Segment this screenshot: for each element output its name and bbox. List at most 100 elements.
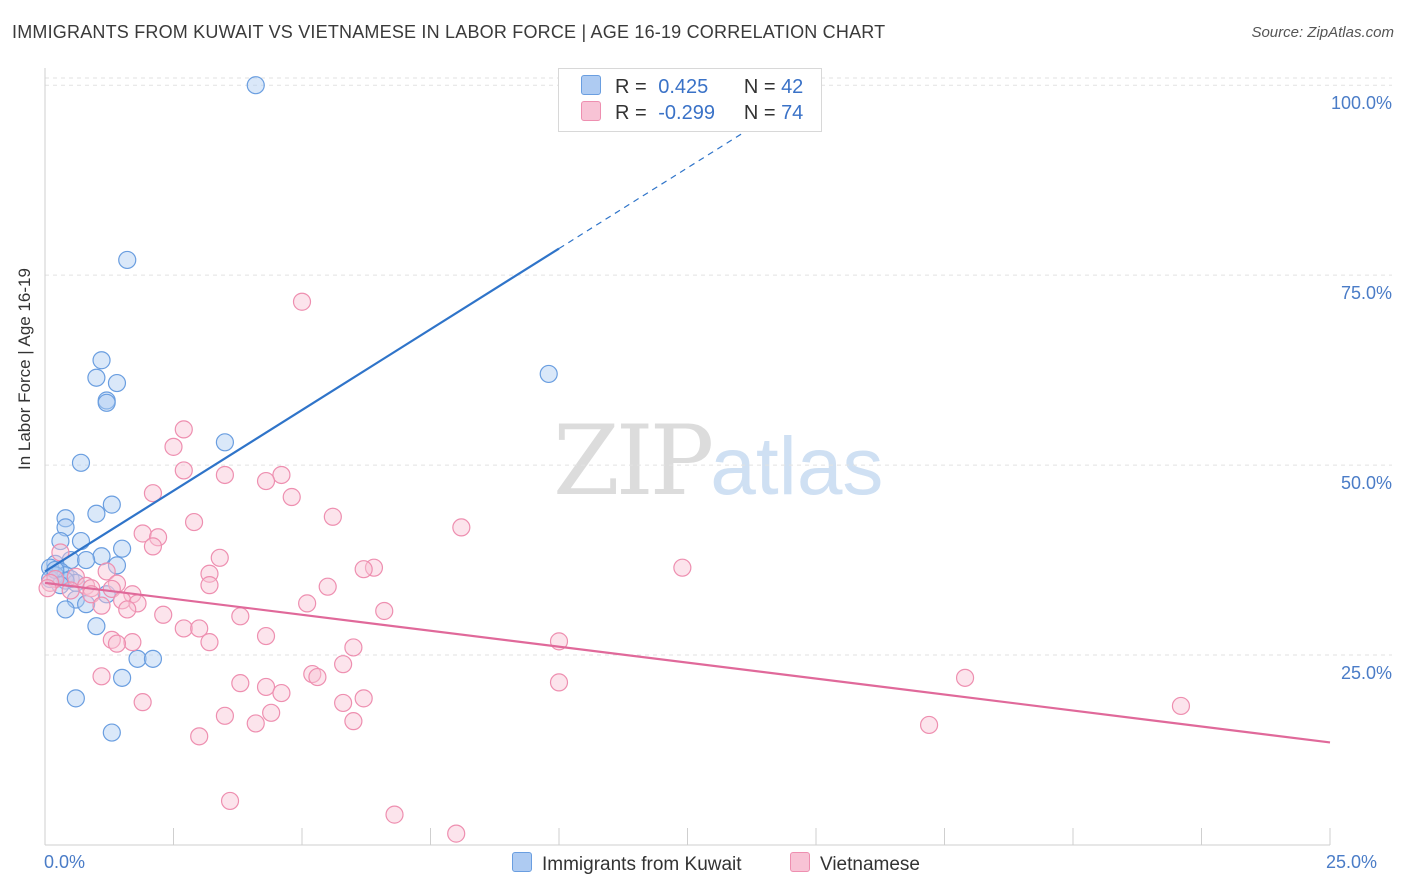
point-vietnamese-22	[66, 567, 85, 586]
trend-line-vietnamese	[44, 581, 1331, 744]
point-vietnamese-63	[1171, 696, 1191, 716]
legend-r-label: R =	[615, 102, 647, 124]
point-kuwait-33	[56, 600, 75, 619]
point-vietnamese-57	[549, 673, 569, 692]
point-vietnamese-61	[133, 693, 152, 712]
bottom-legend-label-kuwait: Immigrants from Kuwait	[542, 854, 742, 875]
point-kuwait-37	[112, 668, 132, 687]
point-kuwait-16	[112, 539, 132, 558]
trend-line-kuwait	[44, 247, 560, 573]
y-tick-label-1: 75.0%	[1340, 283, 1392, 304]
x-tick-label-max: 25.0%	[1326, 852, 1378, 872]
point-vietnamese-0	[292, 292, 312, 311]
y-tick-label-3: 25.0%	[1340, 663, 1392, 684]
point-vietnamese-13	[148, 528, 168, 547]
point-vietnamese-42	[174, 619, 193, 638]
bottom-legend-vietnamese: Vietnamese	[790, 852, 920, 876]
point-vietnamese-65	[215, 706, 234, 725]
point-kuwait-34	[87, 617, 106, 636]
point-kuwait-39	[102, 723, 121, 742]
point-vietnamese-37	[298, 594, 317, 613]
bottom-legend-kuwait: Immigrants from Kuwait	[512, 852, 742, 876]
legend-r-label: R =	[615, 76, 647, 98]
point-vietnamese-70	[220, 791, 240, 811]
y-tick-label-2: 50.0%	[1340, 473, 1392, 494]
watermark: ZIPatlas	[553, 405, 883, 517]
point-kuwait-8	[215, 433, 234, 452]
point-kuwait-20	[107, 556, 127, 575]
point-vietnamese-11	[452, 518, 471, 537]
point-kuwait-13	[56, 518, 75, 537]
point-kuwait-15	[71, 531, 91, 551]
point-vietnamese-53	[308, 667, 327, 687]
legend-swatch-kuwait	[581, 75, 601, 95]
point-vietnamese-56	[231, 674, 250, 693]
point-kuwait-11	[87, 504, 106, 523]
legend-n-label: N =	[743, 102, 776, 124]
point-vietnamese-52	[303, 664, 322, 684]
point-kuwait-1	[118, 250, 137, 270]
point-kuwait-4	[87, 368, 106, 387]
point-vietnamese-6	[256, 471, 276, 491]
legend-n-value-vietnamese: 74	[781, 102, 804, 124]
point-kuwait-19	[77, 550, 96, 570]
point-kuwait-2	[539, 364, 558, 384]
point-vietnamese-47	[200, 633, 219, 652]
point-vietnamese-46	[123, 633, 142, 652]
chart-title: IMMIGRANTS FROM KUWAIT VS VIETNAMESE IN …	[12, 22, 886, 42]
point-vietnamese-50	[107, 634, 127, 653]
point-kuwait-18	[92, 547, 111, 566]
point-vietnamese-71	[385, 805, 404, 824]
point-vietnamese-8	[282, 487, 301, 507]
point-vietnamese-72	[447, 824, 466, 843]
point-kuwait-7	[97, 393, 116, 412]
point-vietnamese-28	[200, 576, 219, 595]
y-axis-label: In Labor Force | Age 16-19	[15, 268, 34, 470]
point-vietnamese-51	[334, 655, 353, 674]
point-kuwait-5	[107, 373, 127, 393]
legend-swatch-vietnamese	[581, 101, 601, 121]
legend-row-kuwait: R = 0.425 N = 42	[581, 75, 803, 101]
point-vietnamese-49	[344, 638, 363, 657]
point-kuwait-35	[128, 649, 147, 668]
point-vietnamese-12	[133, 524, 152, 543]
point-vietnamese-20	[97, 562, 116, 581]
point-kuwait-12	[56, 509, 75, 528]
point-vietnamese-66	[344, 712, 363, 731]
point-vietnamese-59	[272, 683, 291, 703]
point-vietnamese-62	[334, 693, 353, 713]
y-tick-label-0: 100.0%	[1330, 93, 1392, 114]
point-kuwait-0	[246, 76, 265, 95]
point-vietnamese-7	[143, 484, 163, 503]
bottom-legend-swatch-vietnamese	[790, 852, 810, 872]
point-vietnamese-35	[92, 596, 111, 615]
point-vietnamese-43	[190, 619, 209, 638]
point-kuwait-38	[66, 689, 85, 708]
bottom-legend-label-vietnamese: Vietnamese	[820, 854, 920, 875]
point-vietnamese-54	[92, 667, 111, 686]
point-vietnamese-19	[673, 558, 692, 577]
point-vietnamese-16	[210, 548, 229, 567]
point-vietnamese-14	[143, 537, 163, 556]
point-vietnamese-5	[272, 465, 291, 485]
legend-n-label: N =	[743, 76, 776, 98]
point-vietnamese-58	[256, 677, 276, 697]
correlation-legend: R = 0.425 N = 42 R = -0.299 N = 74	[558, 68, 822, 132]
point-vietnamese-38	[118, 600, 137, 619]
point-vietnamese-31	[102, 579, 121, 599]
point-vietnamese-69	[190, 727, 209, 746]
legend-n-value-kuwait: 42	[781, 76, 804, 98]
point-vietnamese-3	[174, 461, 193, 480]
point-vietnamese-9	[323, 507, 342, 526]
point-vietnamese-29	[318, 577, 337, 596]
bottom-legend-swatch-kuwait	[512, 852, 532, 872]
trend-line-extension-kuwait	[558, 118, 765, 250]
point-vietnamese-2	[164, 437, 183, 456]
point-vietnamese-44	[256, 626, 276, 646]
point-vietnamese-68	[919, 715, 939, 735]
legend-r-value-vietnamese: -0.299	[658, 102, 715, 124]
source-label: Source: ZipAtlas.com	[1251, 24, 1394, 41]
point-kuwait-10	[102, 495, 121, 514]
point-vietnamese-18	[354, 560, 373, 579]
